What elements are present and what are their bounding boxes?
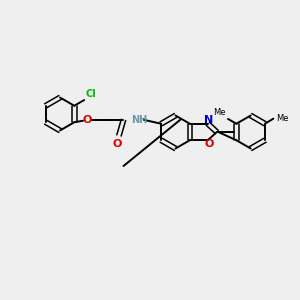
Text: Me: Me	[276, 113, 289, 122]
Text: O: O	[112, 139, 122, 149]
Text: O: O	[205, 139, 214, 149]
Text: N: N	[204, 115, 213, 125]
Text: O: O	[82, 115, 92, 125]
Text: Me: Me	[213, 108, 225, 117]
Text: Cl: Cl	[85, 89, 96, 99]
Text: NH: NH	[131, 115, 147, 125]
